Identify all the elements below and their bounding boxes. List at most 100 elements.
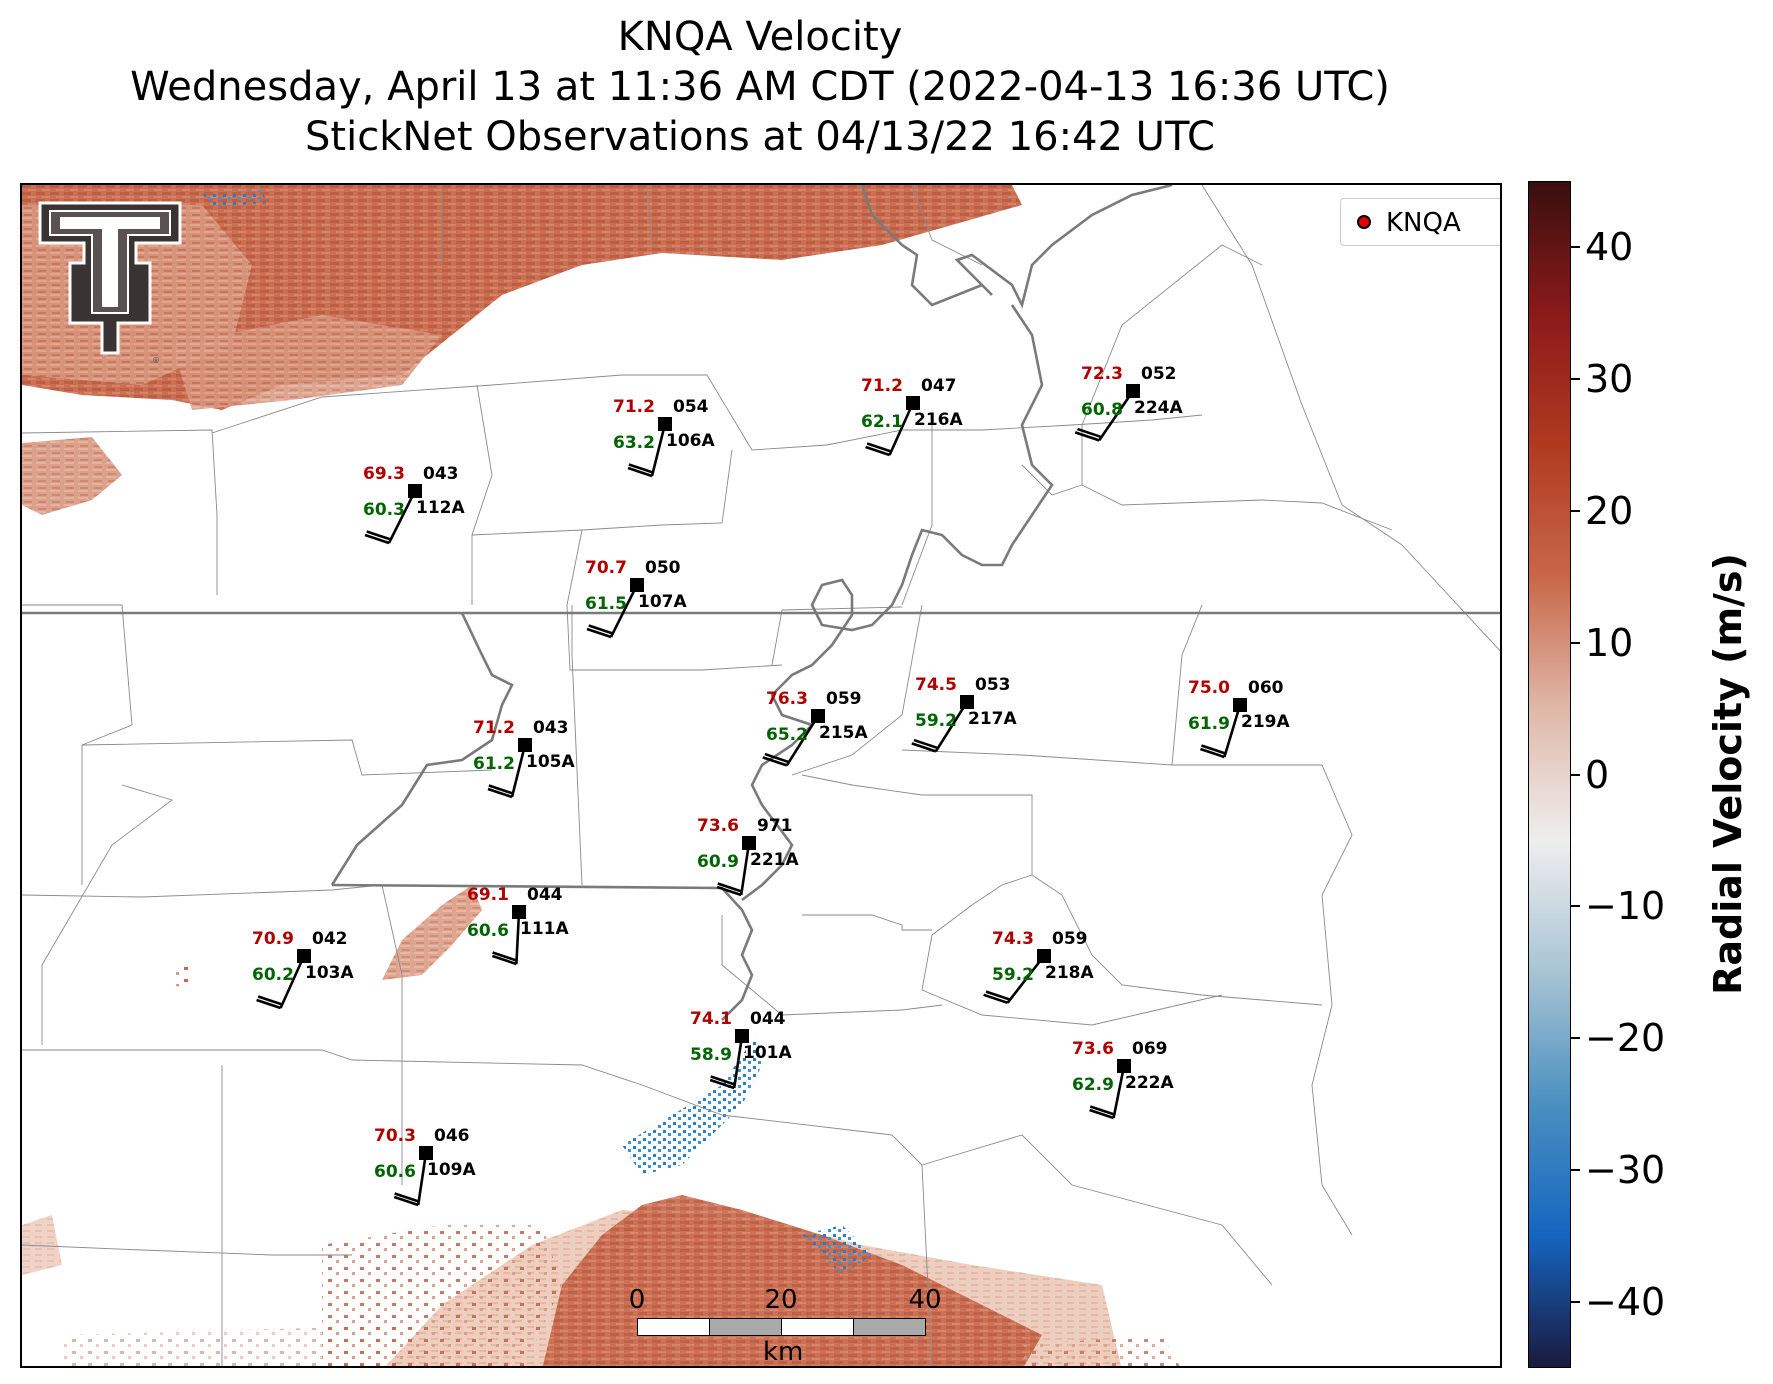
colorbar-tick-label: −30 <box>1585 1148 1666 1193</box>
station-temperature: 71.2 <box>613 397 655 417</box>
scale-segment-3 <box>781 1318 854 1336</box>
station-temperature: 72.3 <box>1081 364 1123 384</box>
station-probe-id: 222A <box>1125 1073 1174 1093</box>
wind-barb-flag <box>764 752 790 764</box>
county-boundaries <box>22 185 1500 1366</box>
colorbar-tick-mark <box>1571 905 1580 908</box>
station-dewpoint: 65.2 <box>766 725 808 745</box>
station-id: 050 <box>645 558 681 578</box>
station-dewpoint: 61.5 <box>585 594 627 614</box>
station-temperature: 70.3 <box>374 1126 416 1146</box>
station-plot[interactable]: 72.3 052 60.8 224A <box>1074 364 1183 442</box>
wind-barb-flag <box>983 993 1009 1005</box>
station-plot[interactable]: 69.3 043 60.3 112A <box>363 464 465 545</box>
station-plot[interactable]: 74.5 053 59.2 217A <box>911 675 1018 753</box>
station-temperature: 74.3 <box>992 929 1034 949</box>
title-line-1: KNQA Velocity <box>617 14 903 60</box>
station-plot[interactable]: 69.1 044 60.6 111A <box>467 885 569 966</box>
colorbar-tick-label: 30 <box>1585 356 1634 401</box>
map-panel[interactable]: 69.3 043 60.3 112A 71.2 054 63.2 106A 71.2 047 62.… <box>20 183 1502 1368</box>
station-plot[interactable]: 75.0 060 61.9 219A <box>1188 678 1290 759</box>
legend-label: KNQA <box>1386 208 1461 238</box>
station-plot[interactable]: 76.3 059 65.2 215A <box>762 689 869 767</box>
station-plot[interactable]: 70.9 042 60.2 103A <box>252 929 354 1010</box>
station-dewpoint: 60.3 <box>363 500 405 520</box>
station-dewpoint: 60.6 <box>467 921 509 941</box>
colorbar-tick-mark <box>1571 509 1580 512</box>
wind-barb-staff <box>609 584 639 638</box>
station-marker-icon <box>1117 1059 1131 1073</box>
station-temperature: 71.2 <box>473 718 515 738</box>
station-marker-icon <box>960 695 974 709</box>
station-dewpoint: 60.8 <box>1081 400 1123 420</box>
wind-barb-staff <box>1112 1065 1126 1119</box>
station-plot[interactable]: 74.1 044 58.9 101A <box>690 1009 792 1090</box>
station-temperature: 70.9 <box>252 929 294 949</box>
colorbar-tick-label: −40 <box>1585 1280 1666 1325</box>
station-probe-id: 224A <box>1134 398 1183 418</box>
station-dewpoint: 60.6 <box>374 1162 416 1182</box>
velocity-echoes <box>22 185 1180 1366</box>
station-probe-id: 103A <box>305 963 354 983</box>
station-id: 043 <box>533 718 569 738</box>
station-plot[interactable]: 71.2 043 61.2 105A <box>473 718 575 799</box>
station-probe-id: 111A <box>520 919 569 939</box>
wind-barb-flag <box>364 533 390 545</box>
station-temperature: 69.1 <box>467 885 509 905</box>
wind-barb-staff <box>650 423 667 477</box>
colorbar-tick-label: −20 <box>1585 1016 1666 1061</box>
station-plot[interactable]: 74.3 059 59.2 218A <box>983 929 1095 1005</box>
station-id: 059 <box>1052 929 1088 949</box>
wind-barb-staff <box>279 955 306 1009</box>
station-plot[interactable]: 73.6 971 60.9 221A <box>697 816 799 897</box>
station-id: 059 <box>826 689 862 709</box>
station-id: 054 <box>673 397 709 417</box>
wind-barb-staff <box>732 1035 744 1089</box>
wind-barb-flag <box>709 1078 735 1090</box>
colorbar-tick-label: −10 <box>1585 884 1666 929</box>
station-plot[interactable]: 73.6 069 62.9 222A <box>1072 1039 1174 1120</box>
wind-barb-flag <box>913 738 939 750</box>
colorbar <box>1528 181 1571 1368</box>
state-boundaries <box>22 185 1500 1021</box>
wind-barb-staff <box>510 744 527 798</box>
wind-barb-flag <box>628 463 654 474</box>
scale-tick-40: 40 <box>908 1285 942 1315</box>
scale-unit: km <box>763 1337 804 1367</box>
station-probe-id: 109A <box>427 1160 476 1180</box>
station-id: 060 <box>1248 678 1284 698</box>
station-plot[interactable]: 71.2 047 62.1 216A <box>861 376 963 457</box>
station-temperature: 71.2 <box>861 376 903 396</box>
wind-barb-flag <box>586 627 612 639</box>
station-probe-id: 215A <box>819 723 868 743</box>
station-plot[interactable]: 71.2 054 63.2 106A <box>613 397 715 478</box>
station-temperature: 74.5 <box>915 675 957 695</box>
station-plot[interactable]: 70.7 050 61.5 107A <box>585 558 687 639</box>
wind-barb-flag <box>1089 1105 1115 1116</box>
wind-barb-flag <box>394 1192 420 1203</box>
radar-map: 69.3 043 60.3 112A 71.2 054 63.2 106A 71.2 047 62.… <box>22 185 1500 1366</box>
wind-barb-flag <box>717 882 743 893</box>
wind-barb-flag <box>985 990 1011 1001</box>
wind-barb-flag <box>1077 427 1102 439</box>
station-plot[interactable]: 70.3 046 60.6 109A <box>374 1126 476 1207</box>
station-marker-icon <box>419 1146 433 1160</box>
station-temperature: 70.7 <box>585 558 627 578</box>
station-marker-icon <box>630 578 644 592</box>
wind-barb-flag <box>865 445 891 457</box>
station-dewpoint: 59.2 <box>915 711 957 731</box>
station-id: 971 <box>757 816 793 836</box>
station-temperature: 75.0 <box>1188 678 1230 698</box>
scale-tick-20: 20 <box>764 1285 798 1315</box>
station-id: 052 <box>1141 364 1177 384</box>
station-temperature: 73.6 <box>1072 1039 1114 1059</box>
title-line-3: StickNet Observations at 04/13/22 16:42 … <box>305 114 1215 160</box>
station-probe-id: 217A <box>968 709 1017 729</box>
station-marker-icon <box>906 396 920 410</box>
wind-barb-staff <box>785 715 820 767</box>
wind-barb-flag <box>1089 1108 1115 1120</box>
colorbar-tick-label: 10 <box>1585 620 1634 665</box>
station-dewpoint: 60.9 <box>697 852 739 872</box>
station-marker-icon <box>1037 949 1051 963</box>
colorbar-tick-mark <box>1571 1301 1580 1304</box>
